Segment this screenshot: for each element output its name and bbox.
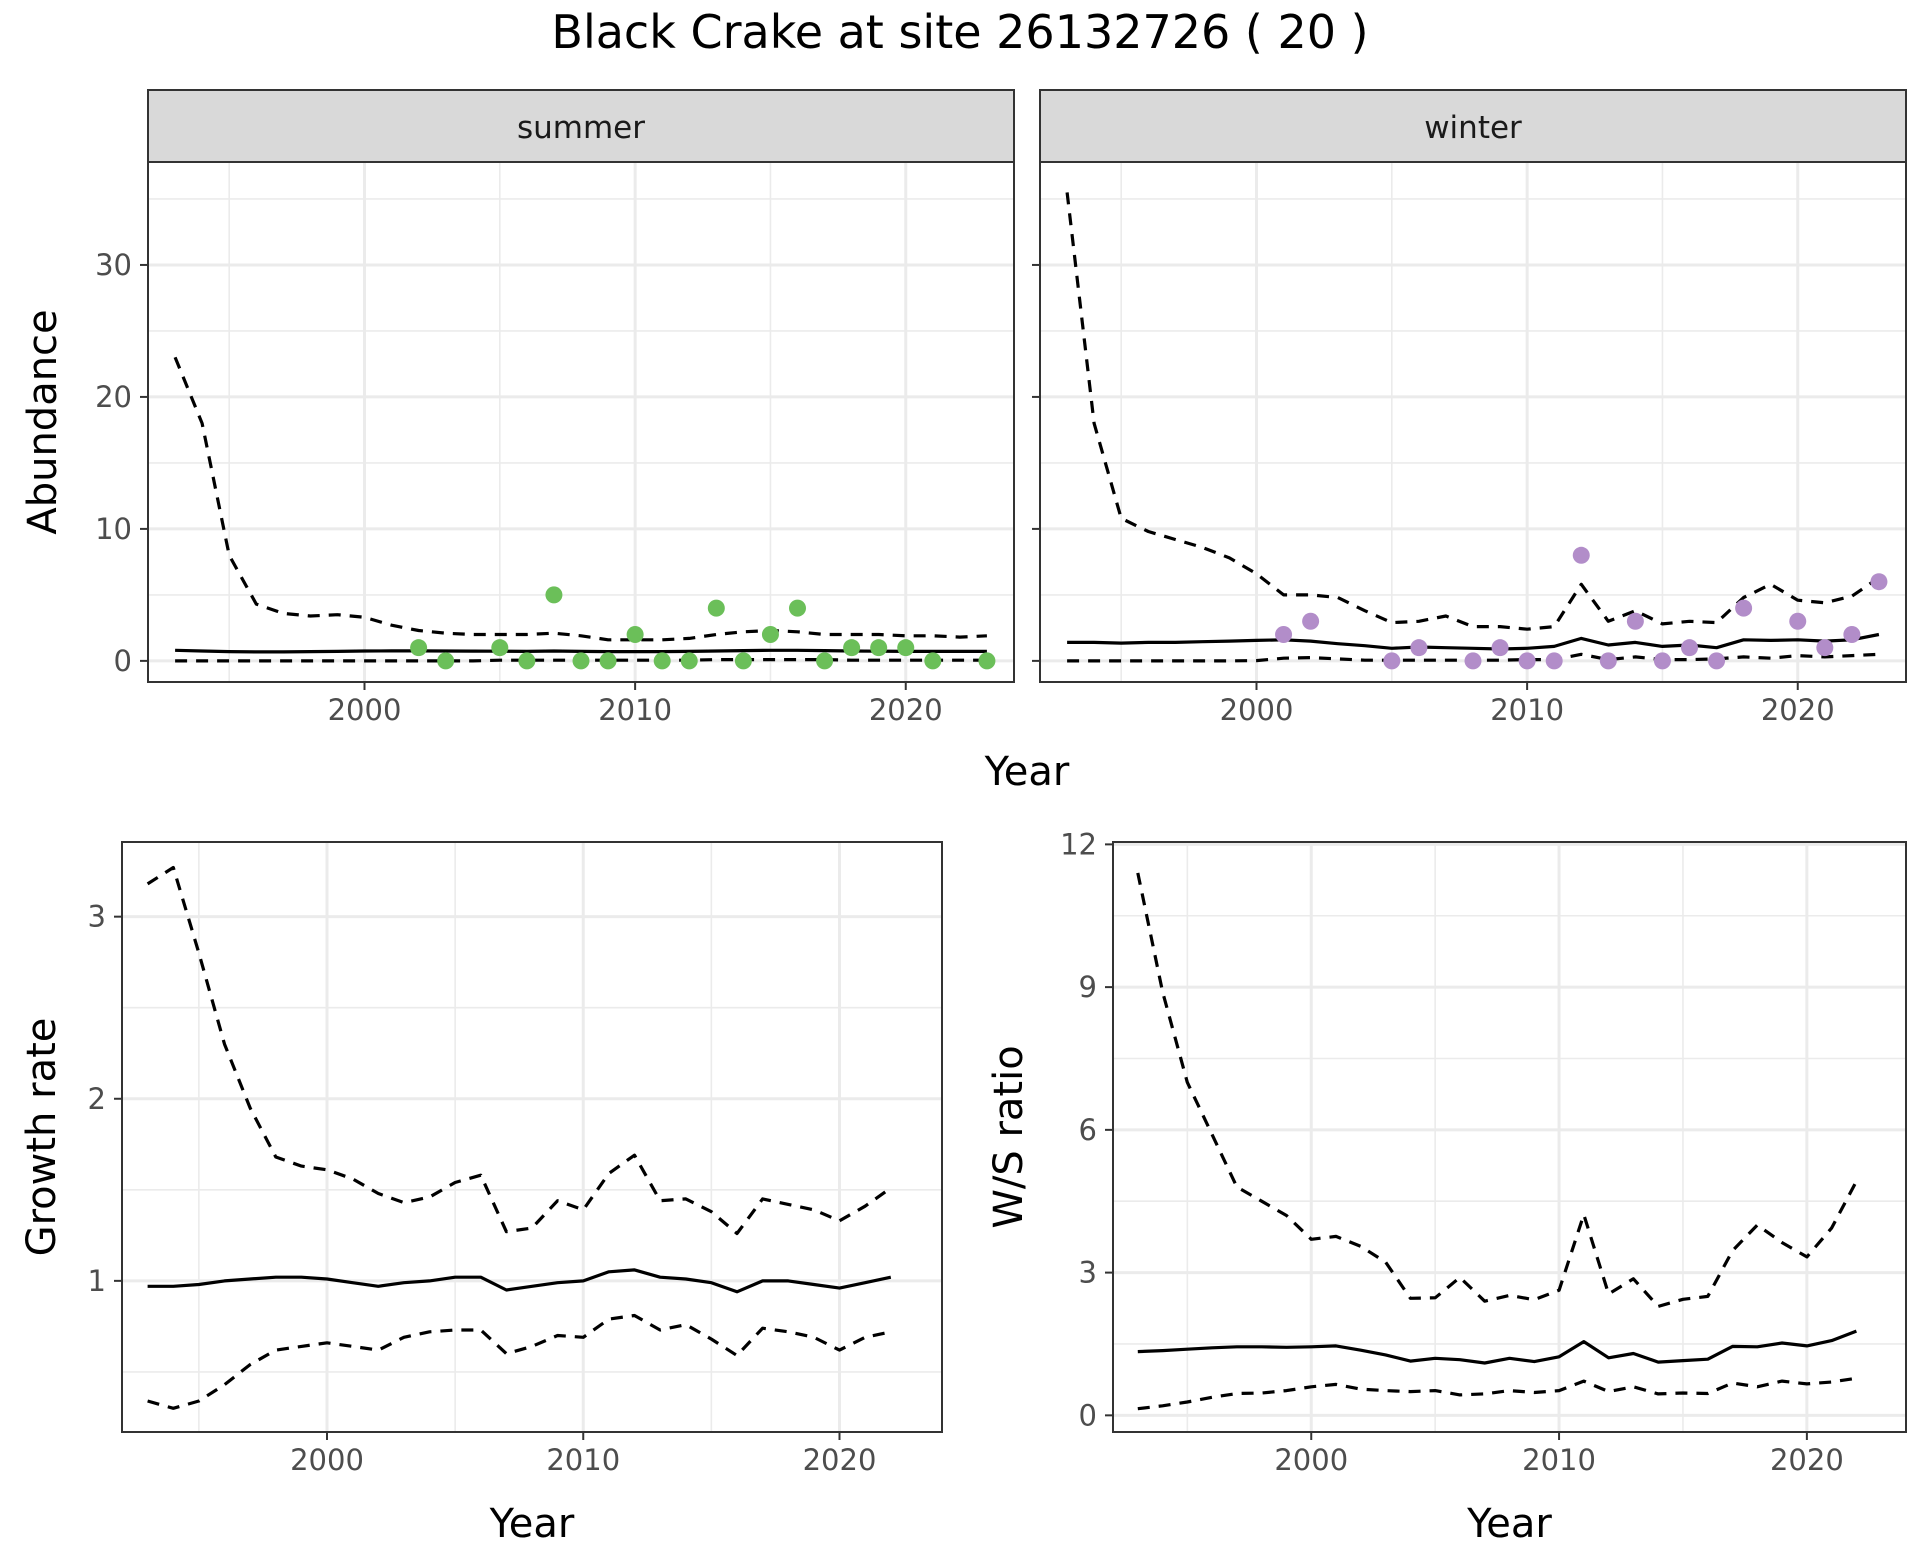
winter-observed-point xyxy=(1491,639,1509,657)
ws-ratio-x-axis-title: Year xyxy=(1466,1501,1552,1547)
growth-x-tick-label: 2000 xyxy=(290,1443,364,1477)
summer-observed-point xyxy=(789,599,806,617)
summer-observed-point xyxy=(707,599,725,617)
summer-observed-point xyxy=(734,652,752,670)
winter-observed-point xyxy=(1870,573,1888,591)
summer-observed-point xyxy=(897,639,915,657)
growth-x-tick-label: 2020 xyxy=(803,1443,877,1477)
ws-ratio-y-tick-label: 0 xyxy=(1079,1398,1097,1432)
growth-x-tick-label: 2010 xyxy=(546,1443,620,1477)
summer-strip xyxy=(147,89,1015,163)
summer-observed-point xyxy=(816,652,834,670)
winter-observed-point xyxy=(1410,639,1428,657)
winter-upper-ci-line xyxy=(1065,192,1880,631)
ws-ratio-x-tick-label: 2010 xyxy=(1522,1443,1596,1477)
summer-observed-point xyxy=(437,652,455,670)
growth-estimate-line xyxy=(147,1268,892,1294)
winter-observed-point xyxy=(1464,652,1482,670)
winter-observed-point xyxy=(1383,652,1401,670)
summer-y-tick-label: 10 xyxy=(95,512,132,546)
ws-ratio-estimate-line xyxy=(1137,1329,1857,1365)
summer-observed-point xyxy=(410,639,428,657)
summer-observed-point xyxy=(572,652,590,670)
summer-observed-point xyxy=(978,652,996,670)
summer-x-tick-label: 2000 xyxy=(328,693,402,727)
winter-observed-point xyxy=(1681,639,1698,657)
growth-panel-border xyxy=(121,841,943,1433)
winter-observed-point xyxy=(1653,652,1671,670)
winter-x-tick-label: 2020 xyxy=(1761,693,1835,727)
abundance-y-axis-title: Abundance xyxy=(20,309,66,534)
growth-lower-ci-line xyxy=(147,1313,892,1410)
summer-strip-label: summer xyxy=(517,110,645,146)
summer-observed-point xyxy=(599,652,617,670)
summer-estimate-line xyxy=(175,648,987,654)
ws-ratio-y-tick-label: 3 xyxy=(1079,1256,1097,1290)
growth-upper-ci-line xyxy=(146,865,892,1236)
growth-y-tick-label: 1 xyxy=(88,1264,106,1298)
winter-observed-point xyxy=(1518,652,1536,670)
main-title: Black Crake at site 26132726 ( 20 ) xyxy=(551,5,1368,59)
summer-y-tick-label: 20 xyxy=(95,380,132,414)
summer-observed-point xyxy=(924,652,942,670)
winter-observed-point xyxy=(1708,652,1726,670)
summer-panel-border xyxy=(147,161,1015,683)
winter-observed-point xyxy=(1599,652,1617,670)
summer-observed-point xyxy=(680,652,698,670)
winter-observed-point xyxy=(1572,546,1590,564)
summer-x-tick-label: 2010 xyxy=(598,693,672,727)
ws-ratio-x-tick-label: 2020 xyxy=(1770,1443,1844,1477)
summer-y-tick-label: 30 xyxy=(95,248,132,282)
summer-observed-point xyxy=(491,639,509,657)
growth-x-axis-title: Year xyxy=(489,1501,575,1547)
ws-ratio-lower-ci-line xyxy=(1137,1376,1857,1411)
summer-observed-point xyxy=(761,625,779,643)
summer-observed-point xyxy=(843,639,861,657)
ws-ratio-y-tick-label: 6 xyxy=(1079,1113,1097,1147)
summer-observed-point xyxy=(870,639,888,657)
summer-observed-point xyxy=(518,652,536,670)
growth-y-axis-title: Growth rate xyxy=(19,1018,65,1257)
summer-observed-point xyxy=(626,625,644,643)
summer-x-tick-label: 2020 xyxy=(869,693,943,727)
growth-y-tick-label: 3 xyxy=(88,900,106,934)
ws-ratio-y-tick-label: 12 xyxy=(1060,827,1097,861)
ws-ratio-upper-ci-line xyxy=(1136,872,1858,1309)
summer-observed-point xyxy=(545,586,563,604)
summer-upper-ci-line xyxy=(173,356,987,642)
winter-observed-point xyxy=(1302,612,1320,630)
winter-observed-point xyxy=(1626,612,1644,630)
growth-y-tick-label: 2 xyxy=(88,1082,106,1116)
winter-observed-point xyxy=(1735,599,1753,617)
winter-observed-point xyxy=(1789,612,1807,630)
summer-observed-point xyxy=(653,652,671,670)
winter-observed-point xyxy=(1545,652,1563,670)
winter-x-tick-label: 2000 xyxy=(1220,693,1294,727)
ws-ratio-panel-border xyxy=(1112,841,1907,1433)
winter-observed-point xyxy=(1843,625,1861,643)
winter-estimate-line xyxy=(1067,632,1880,651)
summer-y-tick-label: 0 xyxy=(114,644,132,678)
winter-x-tick-label: 2010 xyxy=(1490,693,1564,727)
winter-observed-point xyxy=(1816,639,1834,657)
abundance-x-axis-title: Year xyxy=(984,749,1070,795)
winter-strip-label: winter xyxy=(1424,110,1522,146)
ws-ratio-y-tick-label: 9 xyxy=(1079,970,1097,1004)
winter-panel-border xyxy=(1039,161,1907,683)
ws-ratio-y-axis-title: W/S ratio xyxy=(986,1045,1032,1228)
winter-observed-point xyxy=(1275,625,1293,643)
ws-ratio-x-tick-label: 2000 xyxy=(1274,1443,1348,1477)
